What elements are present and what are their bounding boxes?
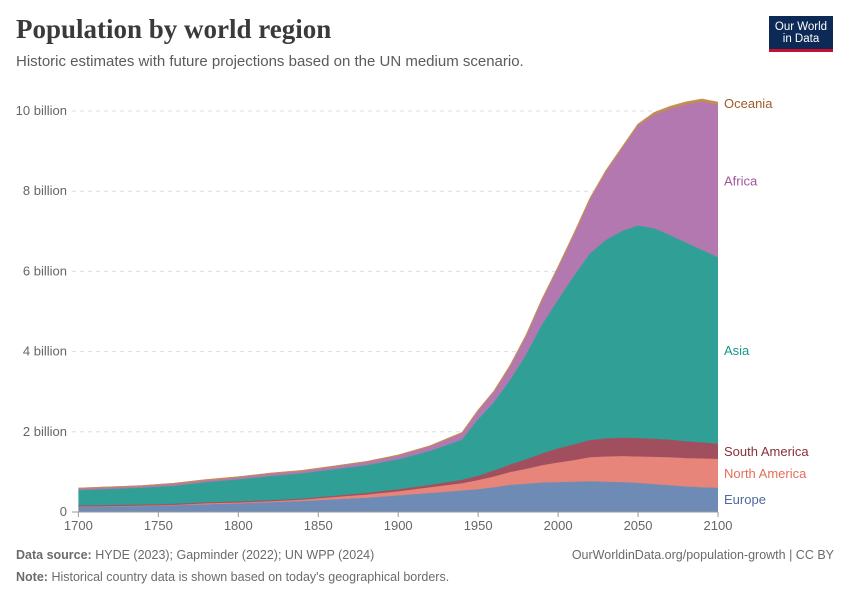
x-tick-label: 1900 xyxy=(384,518,413,533)
chart-title: Population by world region xyxy=(16,14,332,44)
legend-label-north-america: North America xyxy=(724,466,807,481)
logo-line-2: in Data xyxy=(782,33,820,45)
legend-label-europe: Europe xyxy=(724,492,766,507)
area-edge-asia xyxy=(78,225,719,492)
y-tick-label: 10 billion xyxy=(16,103,67,118)
x-tick-label: 1750 xyxy=(144,518,173,533)
area-edge-europe xyxy=(78,481,719,508)
logo-line-1: Our World xyxy=(774,21,828,33)
legend-label-south-america: South America xyxy=(724,444,809,459)
source-text[interactable]: HYDE (2023); Gapminder (2022); UN WPP (2… xyxy=(95,548,375,562)
y-tick-label: 8 billion xyxy=(23,183,67,198)
x-tick-label: 1950 xyxy=(464,518,493,533)
area-asia xyxy=(78,226,718,506)
legend-label-africa: Africa xyxy=(724,174,758,189)
y-tick-label: 0 xyxy=(60,504,67,519)
area-edge-north-america xyxy=(78,456,719,507)
y-tick-label: 6 billion xyxy=(23,263,67,278)
x-tick-label: 2000 xyxy=(544,518,573,533)
x-tick-label: 1700 xyxy=(64,518,93,533)
footer-source: Data source: HYDE (2023); Gapminder (202… xyxy=(16,548,374,562)
area-south-america xyxy=(78,438,718,507)
x-tick-label: 2050 xyxy=(624,518,653,533)
x-tick-label: 1800 xyxy=(224,518,253,533)
y-tick-label: 4 billion xyxy=(23,344,67,359)
legend-label-asia: Asia xyxy=(724,343,750,358)
y-tick-label: 2 billion xyxy=(23,424,67,439)
x-tick-label: 2100 xyxy=(704,518,733,533)
area-edge-south-america xyxy=(78,437,719,507)
footer-url[interactable]: OurWorldinData.org/population-growth | C… xyxy=(571,548,834,562)
area-africa xyxy=(78,102,718,491)
area-north-america xyxy=(78,456,718,508)
source-label: Data source: xyxy=(16,548,92,562)
note-label: Note: xyxy=(16,570,48,584)
x-tick-label: 1850 xyxy=(304,518,333,533)
note-text: Historical country data is shown based o… xyxy=(51,570,450,584)
legend-label-oceania: Oceania xyxy=(724,96,773,111)
owid-logo[interactable]: Our World in Data xyxy=(769,16,833,52)
area-edge-oceania xyxy=(78,98,719,489)
footer-note: Note: Historical country data is shown b… xyxy=(16,570,449,584)
chart-subtitle: Historic estimates with future projectio… xyxy=(16,53,524,70)
